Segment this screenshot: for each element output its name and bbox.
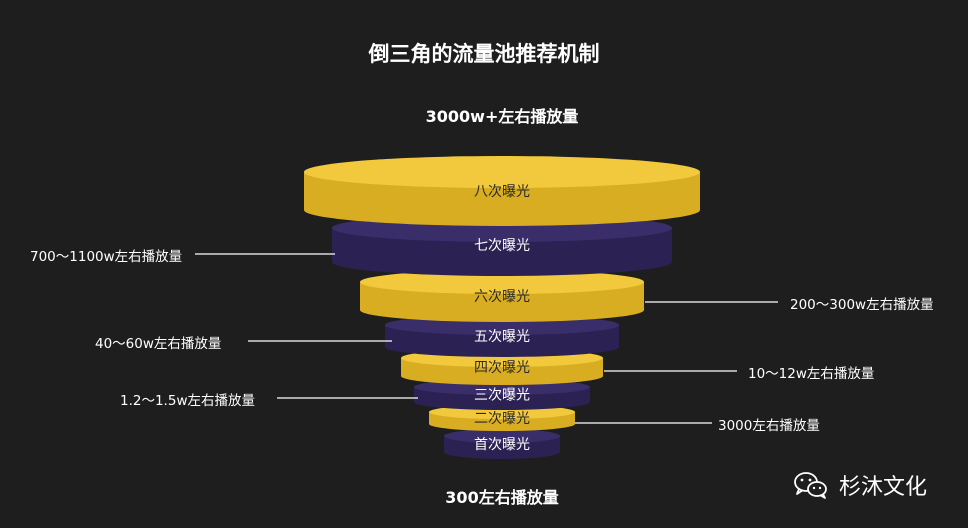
funnel-layer-top bbox=[304, 156, 700, 188]
watermark-text: 杉沐文化 bbox=[839, 475, 928, 500]
funnel-layer-top bbox=[444, 429, 560, 443]
bottom-label: 300左右播放量 bbox=[445, 488, 559, 507]
left-label-3: 1.2～1.5w左右播放量 bbox=[120, 393, 255, 409]
watermark: 杉沐文化 bbox=[793, 470, 927, 500]
funnel-layer-label: 二次曝光 bbox=[474, 411, 530, 427]
wechat-icon bbox=[794, 472, 827, 499]
left-label-2: 40～60w左右播放量 bbox=[95, 336, 222, 352]
right-label-2: 10～12w左右播放量 bbox=[748, 366, 875, 382]
top-label: 3000w+左右播放量 bbox=[425, 107, 579, 126]
right-label-3: 3000左右播放量 bbox=[718, 418, 820, 434]
diagram-title: 倒三角的流量池推荐机制 bbox=[368, 42, 600, 66]
funnel-layer-label: 七次曝光 bbox=[474, 238, 530, 254]
funnel-layer-8: 首次曝光 bbox=[444, 429, 560, 459]
left-label-1: 700～1100w左右播放量 bbox=[30, 249, 183, 265]
funnel-layer-1: 八次曝光 bbox=[304, 156, 700, 226]
funnel-layer-3: 六次曝光 bbox=[360, 270, 644, 322]
funnel-layer-label: 五次曝光 bbox=[474, 329, 530, 345]
right-label-1: 200～300w左右播放量 bbox=[790, 297, 934, 313]
funnel-layer-label: 四次曝光 bbox=[474, 360, 530, 376]
funnel-layer-label: 首次曝光 bbox=[474, 437, 530, 453]
funnel-layer-label: 三次曝光 bbox=[474, 388, 530, 404]
funnel-layer-label: 八次曝光 bbox=[474, 184, 530, 200]
funnel-layer-label: 六次曝光 bbox=[474, 289, 530, 305]
funnel-layer-top bbox=[360, 270, 644, 294]
